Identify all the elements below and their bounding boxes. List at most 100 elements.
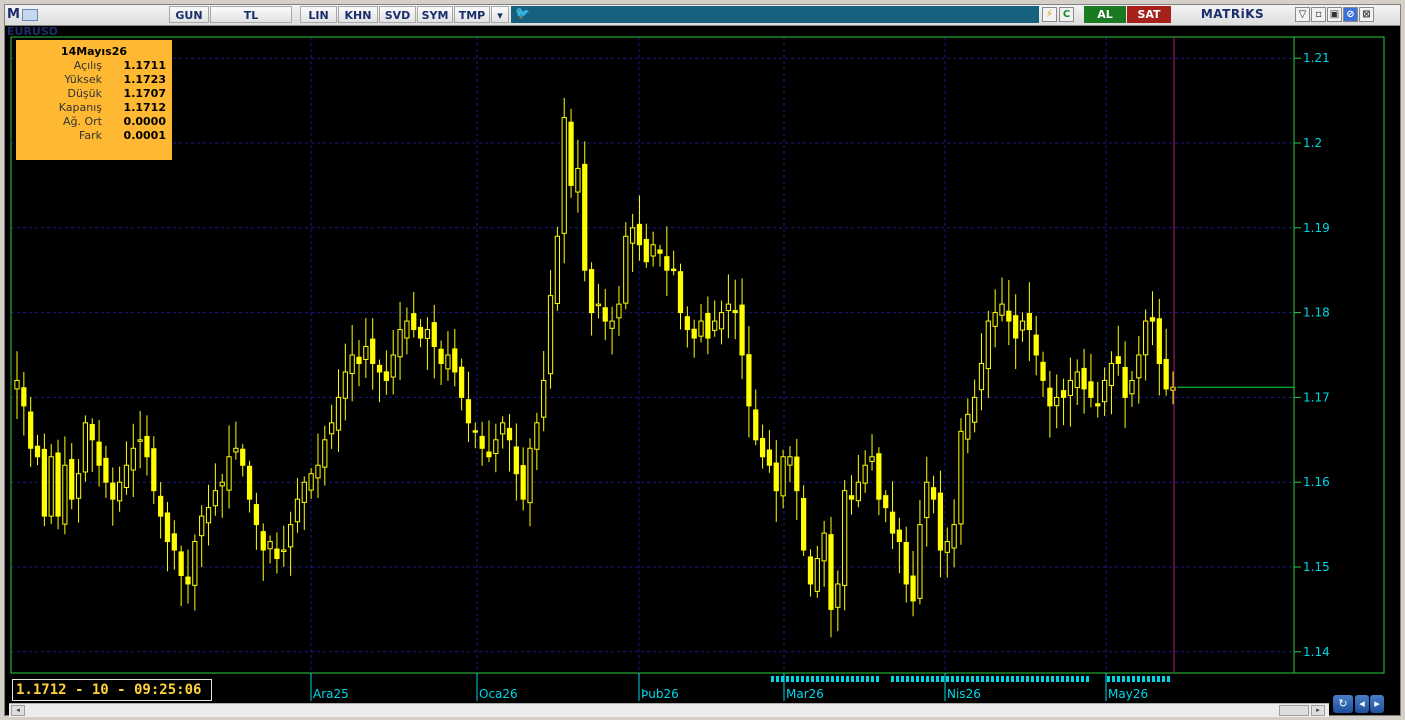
info-value: 0.0001 xyxy=(123,129,166,142)
refresh-icon[interactable]: ↻ xyxy=(1333,695,1353,713)
candle-body xyxy=(985,320,991,370)
volume-tick xyxy=(846,676,849,682)
candle-body xyxy=(28,411,34,449)
candle-body xyxy=(164,512,171,543)
y-tick-label: 1.14 xyxy=(1303,645,1330,659)
candle-body xyxy=(472,430,478,433)
volume-tick xyxy=(941,676,944,682)
nav-left-icon[interactable]: ◂ xyxy=(1355,695,1369,713)
nav-right-icon[interactable]: ▸ xyxy=(1370,695,1384,713)
candle-body xyxy=(281,549,287,553)
info-row-open: Açılış 1.1711 xyxy=(16,59,172,73)
tmp-button[interactable]: TMP xyxy=(454,6,490,23)
alert-icon[interactable]: ⚡ xyxy=(1042,7,1057,22)
close-icon[interactable]: ⊠ xyxy=(1359,7,1374,22)
candle-body xyxy=(780,456,786,497)
candle-body xyxy=(527,447,533,504)
dropdown-chevron-icon[interactable]: ▾ xyxy=(491,6,509,23)
candle-body xyxy=(178,551,184,576)
collapse-icon[interactable]: ▽ xyxy=(1295,7,1310,22)
volume-tick xyxy=(821,676,824,682)
candle-body xyxy=(69,459,75,500)
maximize-icon[interactable]: ▣ xyxy=(1327,7,1342,22)
y-tick-label: 1.21 xyxy=(1303,51,1330,65)
candle-body xyxy=(910,575,916,602)
volume-tick xyxy=(996,676,999,682)
candle-body xyxy=(171,533,177,551)
candle-body xyxy=(684,316,690,331)
toolbar: M EURUSD GUN TL LIN KHN SVD SYM TMP ▾ 🐦 ⚡… xyxy=(5,5,1400,38)
candle-body xyxy=(972,396,978,423)
scroll-left-icon[interactable]: ◂ xyxy=(11,705,25,716)
link-icon[interactable]: ⊘ xyxy=(1343,7,1358,22)
candle-body xyxy=(561,117,567,234)
candle-body xyxy=(322,439,328,468)
volume-tick xyxy=(1006,676,1009,682)
volume-tick xyxy=(1031,676,1034,682)
minimize-icon[interactable]: ▫ xyxy=(1311,7,1326,22)
candle-body xyxy=(746,354,752,407)
info-label: Yüksek xyxy=(64,73,102,86)
candle-body xyxy=(240,448,246,466)
candle-body xyxy=(1122,366,1128,398)
volume-tick xyxy=(1061,676,1064,682)
candle-body xyxy=(404,320,410,339)
candle-body xyxy=(1060,390,1067,398)
svd-button[interactable]: SVD xyxy=(379,6,416,23)
candle-body xyxy=(855,481,861,502)
candle-body xyxy=(48,456,54,517)
volume-tick xyxy=(1036,676,1039,682)
candle-body xyxy=(582,163,588,271)
candle-body xyxy=(376,364,383,373)
candle-body xyxy=(588,269,595,314)
candle-body xyxy=(821,532,827,562)
candlestick-chart[interactable]: 1.14 1.15 1.16 1.17 1.18 1.19 1.2 1.21 Ara25 Oca… xyxy=(5,25,1400,715)
candle-body xyxy=(1019,320,1026,331)
period-button[interactable]: GUN xyxy=(169,6,209,23)
volume-tick xyxy=(866,676,869,682)
scroll-right-icon[interactable]: ▸ xyxy=(1311,705,1325,716)
c-button[interactable]: C xyxy=(1059,7,1074,22)
candle-body xyxy=(1129,379,1135,395)
candle-body xyxy=(1163,358,1169,390)
candle-body xyxy=(506,427,513,441)
volume-tick xyxy=(951,676,954,682)
candle-body xyxy=(233,447,239,453)
candle-body xyxy=(315,464,321,479)
sym-button[interactable]: SYM xyxy=(417,6,453,23)
volume-tick xyxy=(856,676,859,682)
info-label: Fark xyxy=(79,129,102,142)
volume-tick xyxy=(1152,676,1155,682)
lin-button[interactable]: LIN xyxy=(300,6,337,23)
candle-body xyxy=(363,346,369,360)
twitter-icon[interactable]: 🐦 xyxy=(515,6,530,20)
candle-body xyxy=(992,312,998,327)
candles-layer xyxy=(14,97,1176,638)
volume-tick xyxy=(911,676,914,682)
candle-body xyxy=(848,495,855,500)
candle-body xyxy=(1115,356,1121,364)
candle-body xyxy=(965,413,971,440)
volume-tick xyxy=(1086,676,1089,682)
volume-tick xyxy=(876,676,879,682)
currency-button[interactable]: TL xyxy=(210,6,292,23)
candle-body xyxy=(1081,367,1087,390)
candle-body xyxy=(712,320,718,331)
candle-body xyxy=(636,223,643,246)
volume-tick xyxy=(961,676,964,682)
volume-tick xyxy=(971,676,974,682)
horizontal-scrollbar[interactable]: ◂ ▸ xyxy=(9,703,1329,717)
info-row-diff: Fark 0.0001 xyxy=(16,129,172,143)
candle-body xyxy=(267,541,273,550)
volume-tick xyxy=(1137,676,1140,682)
candle-body xyxy=(575,167,581,193)
sell-button[interactable]: SAT xyxy=(1127,6,1171,23)
volume-tick xyxy=(1066,676,1069,682)
symbol-label[interactable]: EURUSD xyxy=(7,25,58,38)
candle-body xyxy=(438,348,444,364)
buy-button[interactable]: AL xyxy=(1084,6,1126,23)
candle-body xyxy=(431,322,437,348)
scroll-thumb[interactable] xyxy=(1279,705,1309,716)
info-row-high: Yüksek 1.1723 xyxy=(16,73,172,87)
khn-button[interactable]: KHN xyxy=(338,6,378,23)
